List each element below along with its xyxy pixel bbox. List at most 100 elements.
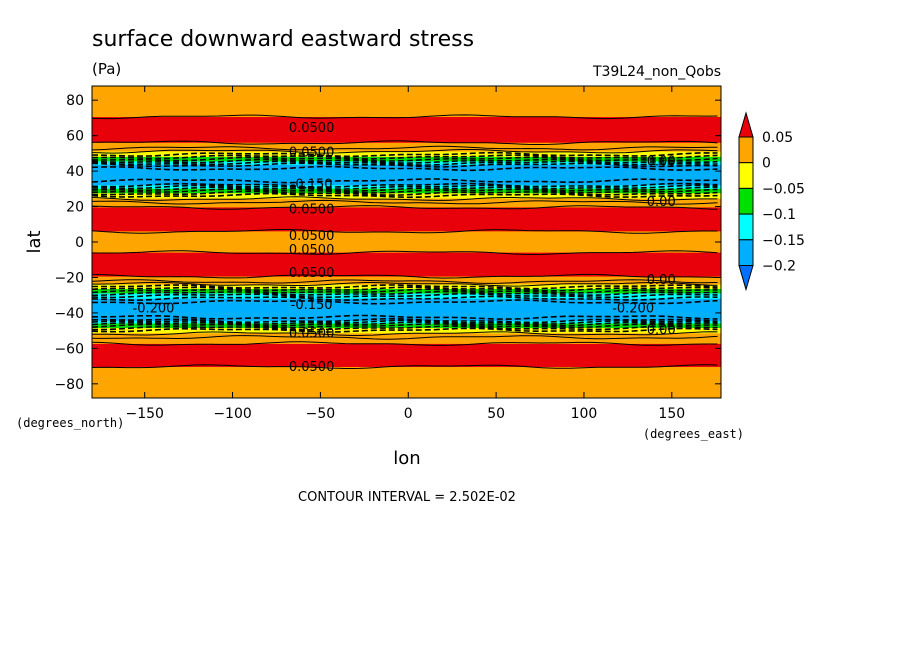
contour-line xyxy=(92,182,718,188)
color-band xyxy=(92,219,721,222)
color-band xyxy=(92,216,721,218)
color-band xyxy=(92,243,721,246)
color-band xyxy=(92,121,721,123)
color-band xyxy=(92,279,721,281)
color-band xyxy=(92,190,721,193)
color-band xyxy=(92,234,721,237)
color-band xyxy=(92,315,721,318)
color-band xyxy=(92,342,721,344)
color-band xyxy=(92,135,721,138)
color-band xyxy=(92,367,721,370)
color-band xyxy=(92,93,721,95)
chart-title: surface downward eastward stress xyxy=(92,27,474,52)
color-band xyxy=(92,109,721,112)
color-band xyxy=(92,289,721,292)
color-band xyxy=(92,374,721,377)
contour-line xyxy=(92,250,718,255)
color-band xyxy=(92,170,721,172)
color-band xyxy=(92,230,721,232)
color-band xyxy=(92,118,721,121)
color-band xyxy=(92,346,721,349)
color-band xyxy=(92,361,721,364)
color-band xyxy=(92,244,721,247)
y-tick-label: 20 xyxy=(66,200,84,216)
color-band xyxy=(92,295,721,297)
color-band xyxy=(92,157,721,160)
contour-line xyxy=(92,288,718,294)
color-band xyxy=(92,327,721,330)
color-band xyxy=(92,366,721,369)
color-band xyxy=(92,181,721,184)
contour-label: -0.150 xyxy=(291,298,333,313)
contour-label: 0.00 xyxy=(647,154,676,169)
contour-line xyxy=(92,325,718,331)
color-band xyxy=(92,116,721,118)
color-band xyxy=(92,257,721,260)
color-band xyxy=(92,162,721,164)
contour-line xyxy=(92,327,718,333)
color-band xyxy=(92,138,721,140)
color-band xyxy=(92,266,721,269)
color-band xyxy=(92,115,721,117)
contour-line xyxy=(92,199,718,205)
color-band xyxy=(92,306,721,309)
color-band xyxy=(92,159,721,162)
contour-line xyxy=(92,114,718,120)
color-band xyxy=(92,193,721,195)
color-band xyxy=(92,390,721,393)
colorbar-label: −0.1 xyxy=(762,207,796,223)
color-band xyxy=(92,286,721,288)
color-band xyxy=(92,274,721,277)
y-tick-label: 60 xyxy=(66,129,84,145)
color-band xyxy=(92,341,721,343)
color-band xyxy=(92,139,721,141)
color-band xyxy=(92,335,721,337)
color-band xyxy=(92,390,721,392)
color-band xyxy=(92,375,721,378)
color-band xyxy=(92,204,721,207)
color-band xyxy=(92,268,721,271)
contour-line xyxy=(92,188,718,194)
color-band xyxy=(92,178,721,180)
color-band xyxy=(92,189,721,192)
contour-lines xyxy=(92,114,718,369)
color-band xyxy=(92,226,721,229)
color-band xyxy=(92,241,721,243)
color-band xyxy=(92,113,721,115)
color-band xyxy=(92,252,721,255)
color-band xyxy=(92,396,721,398)
color-band xyxy=(92,350,721,352)
color-band xyxy=(92,188,721,191)
color-band xyxy=(92,125,721,128)
contour-line xyxy=(92,205,718,210)
color-band xyxy=(92,108,721,110)
colorbar-segment xyxy=(738,265,754,292)
x-tick-label: 0 xyxy=(404,406,413,422)
contour-line xyxy=(92,323,718,329)
color-band xyxy=(92,242,721,244)
contour-line xyxy=(92,162,718,168)
colorbar-label: 0 xyxy=(762,156,771,172)
color-band xyxy=(92,195,721,197)
color-band xyxy=(92,164,721,167)
color-band xyxy=(92,331,721,334)
contour-line xyxy=(92,335,718,340)
color-band xyxy=(92,171,721,174)
color-band xyxy=(92,95,721,98)
color-band xyxy=(92,382,721,385)
color-band xyxy=(92,214,721,217)
color-band xyxy=(92,227,721,230)
color-band xyxy=(92,175,721,178)
color-band xyxy=(92,248,721,250)
color-band xyxy=(92,196,721,199)
color-band xyxy=(92,102,721,105)
contour-label: 0.00 xyxy=(647,195,676,210)
y-tick-label: −40 xyxy=(54,306,84,322)
color-band xyxy=(92,352,721,355)
y-tick-label: 0 xyxy=(75,235,84,251)
color-band xyxy=(92,360,721,363)
color-band xyxy=(92,117,721,120)
color-band xyxy=(92,109,721,111)
color-band xyxy=(92,142,721,145)
contour-line xyxy=(92,156,718,162)
